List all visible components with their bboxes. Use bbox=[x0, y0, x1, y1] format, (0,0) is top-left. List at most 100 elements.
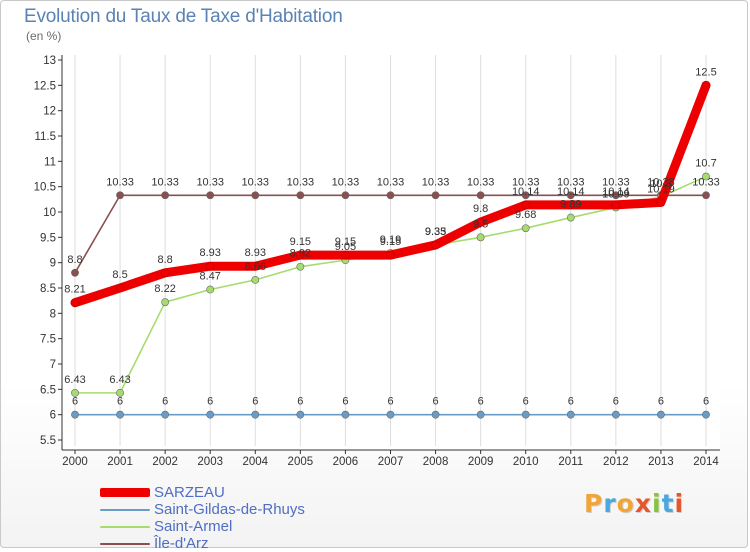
data-point bbox=[296, 191, 305, 200]
data-point bbox=[566, 200, 576, 210]
data-point bbox=[611, 191, 620, 200]
x-tick-label: 2008 bbox=[423, 456, 449, 468]
x-tick-label: 2013 bbox=[648, 456, 674, 468]
data-label: 6 bbox=[342, 396, 348, 408]
series-sarzeau bbox=[70, 80, 711, 308]
data-label: 10.14 bbox=[602, 186, 630, 198]
data-point bbox=[656, 198, 666, 207]
legend-item: Île-d'Arz bbox=[100, 535, 360, 552]
data-label: 9.05 bbox=[335, 241, 356, 253]
legend-label: Île-d'Arz bbox=[154, 535, 209, 552]
legend-item: Saint-Armel bbox=[100, 518, 360, 535]
data-point bbox=[476, 410, 485, 419]
data-label: 10.33 bbox=[692, 176, 720, 188]
data-label: 6 bbox=[207, 396, 213, 408]
labels--le-d-arz: 8.810.33 10.33 10.33 10.33 10.33 10.33 10.33 10… bbox=[67, 176, 719, 266]
line-chart: 5.5 6 6.5 7 7.5 8 8.5 9 9.5 10 10.5 11 11.5 12 12.5 13 2… bbox=[34, 55, 720, 468]
data-point bbox=[251, 261, 260, 271]
data-label: 6.43 bbox=[109, 374, 130, 386]
data-point bbox=[71, 388, 79, 397]
data-point bbox=[296, 410, 305, 419]
chart-subtitle: (en %) bbox=[26, 29, 62, 43]
data-point bbox=[161, 191, 170, 200]
data-point bbox=[657, 410, 665, 419]
data-point bbox=[611, 410, 620, 419]
legend-item: SARZEAU bbox=[100, 484, 360, 501]
data-label: 8.66 bbox=[245, 261, 266, 273]
y-tick-label: 12 bbox=[43, 106, 56, 118]
x-tick-label: 2010 bbox=[513, 456, 539, 468]
x-tick-label: 2009 bbox=[468, 456, 494, 468]
data-label: 8.93 bbox=[245, 247, 266, 259]
data-point bbox=[702, 172, 710, 181]
data-label: 8.92 bbox=[290, 248, 311, 260]
data-label: 9.19 bbox=[380, 234, 401, 246]
legend-swatch bbox=[100, 526, 150, 528]
data-label: 8.21 bbox=[64, 284, 85, 296]
data-label: 9.15 bbox=[380, 236, 401, 248]
data-label: 8.47 bbox=[200, 271, 221, 283]
data-point bbox=[476, 217, 485, 227]
data-label: 9.68 bbox=[515, 209, 536, 221]
data-label: 10.14 bbox=[512, 186, 540, 198]
data-point bbox=[702, 191, 710, 200]
logo-letter: r bbox=[603, 489, 617, 518]
x-tick-label: 2011 bbox=[558, 456, 583, 468]
data-point bbox=[566, 410, 575, 419]
data-label: 6 bbox=[72, 396, 78, 408]
legend-label: SARZEAU bbox=[154, 484, 225, 501]
data-label: 10.33 bbox=[377, 176, 405, 188]
data-point bbox=[296, 250, 305, 260]
y-tick-label: 11 bbox=[44, 156, 56, 168]
data-point bbox=[205, 261, 215, 271]
legend-swatch bbox=[100, 488, 150, 497]
data-label: 6 bbox=[252, 396, 258, 408]
x-tick-label: 2006 bbox=[333, 456, 359, 468]
data-point bbox=[702, 410, 710, 419]
labels-saint-armel: 6.43 6.43 8.22 8.47 8.66 8.92 9.05 9.19 9.35 9.5 9… bbox=[64, 158, 716, 386]
data-label: 8.8 bbox=[67, 254, 82, 266]
data-label: 10.3 bbox=[650, 178, 671, 190]
x-tick-label: 2002 bbox=[152, 456, 178, 468]
data-point bbox=[341, 250, 350, 260]
data-point bbox=[251, 275, 260, 284]
logo-letter: o bbox=[616, 489, 635, 518]
data-label: 6.43 bbox=[64, 374, 85, 386]
data-point bbox=[116, 410, 124, 419]
data-label: 10.33 bbox=[602, 176, 630, 188]
data-label: 9.15 bbox=[335, 236, 356, 248]
data-label: 9.89 bbox=[560, 199, 581, 211]
legend-label: Saint-Armel bbox=[154, 518, 233, 535]
y-tick-label: 9 bbox=[50, 258, 56, 270]
y-tick-label: 7 bbox=[50, 359, 56, 371]
data-point bbox=[386, 191, 395, 200]
y-tick-label: 6.5 bbox=[40, 384, 56, 396]
data-label: 6 bbox=[478, 396, 484, 408]
data-label: 9.35 bbox=[425, 226, 446, 238]
data-label: 9.15 bbox=[290, 236, 311, 248]
y-tick-label: 7.5 bbox=[40, 334, 56, 346]
data-label: 6 bbox=[297, 396, 303, 408]
data-label: 10.33 bbox=[242, 176, 270, 188]
x-tick-label: 2014 bbox=[693, 456, 719, 468]
data-point bbox=[71, 268, 79, 277]
data-point bbox=[251, 191, 260, 200]
data-label: 9.5 bbox=[473, 218, 488, 230]
data-point bbox=[71, 410, 79, 419]
data-point bbox=[70, 298, 80, 307]
data-point bbox=[521, 224, 530, 233]
series-saint-gildas-de-rhuys bbox=[71, 410, 710, 419]
data-label: 9.33 bbox=[425, 226, 446, 238]
data-point bbox=[160, 268, 170, 278]
chart-title: Evolution du Taux de Taxe d'Habitation bbox=[24, 6, 343, 27]
data-label: 10.7 bbox=[695, 158, 716, 170]
y-tick-label: 10.5 bbox=[34, 182, 56, 194]
data-point bbox=[431, 410, 440, 419]
x-tick-label: 2003 bbox=[197, 456, 223, 468]
data-label: 9.8 bbox=[473, 203, 488, 215]
data-point bbox=[206, 410, 215, 419]
data-point bbox=[161, 298, 170, 307]
legend-item: Saint-Gildas-de-Rhuys bbox=[100, 501, 360, 518]
data-label: 10.33 bbox=[106, 176, 134, 188]
y-tick-label: 12.5 bbox=[34, 80, 56, 92]
